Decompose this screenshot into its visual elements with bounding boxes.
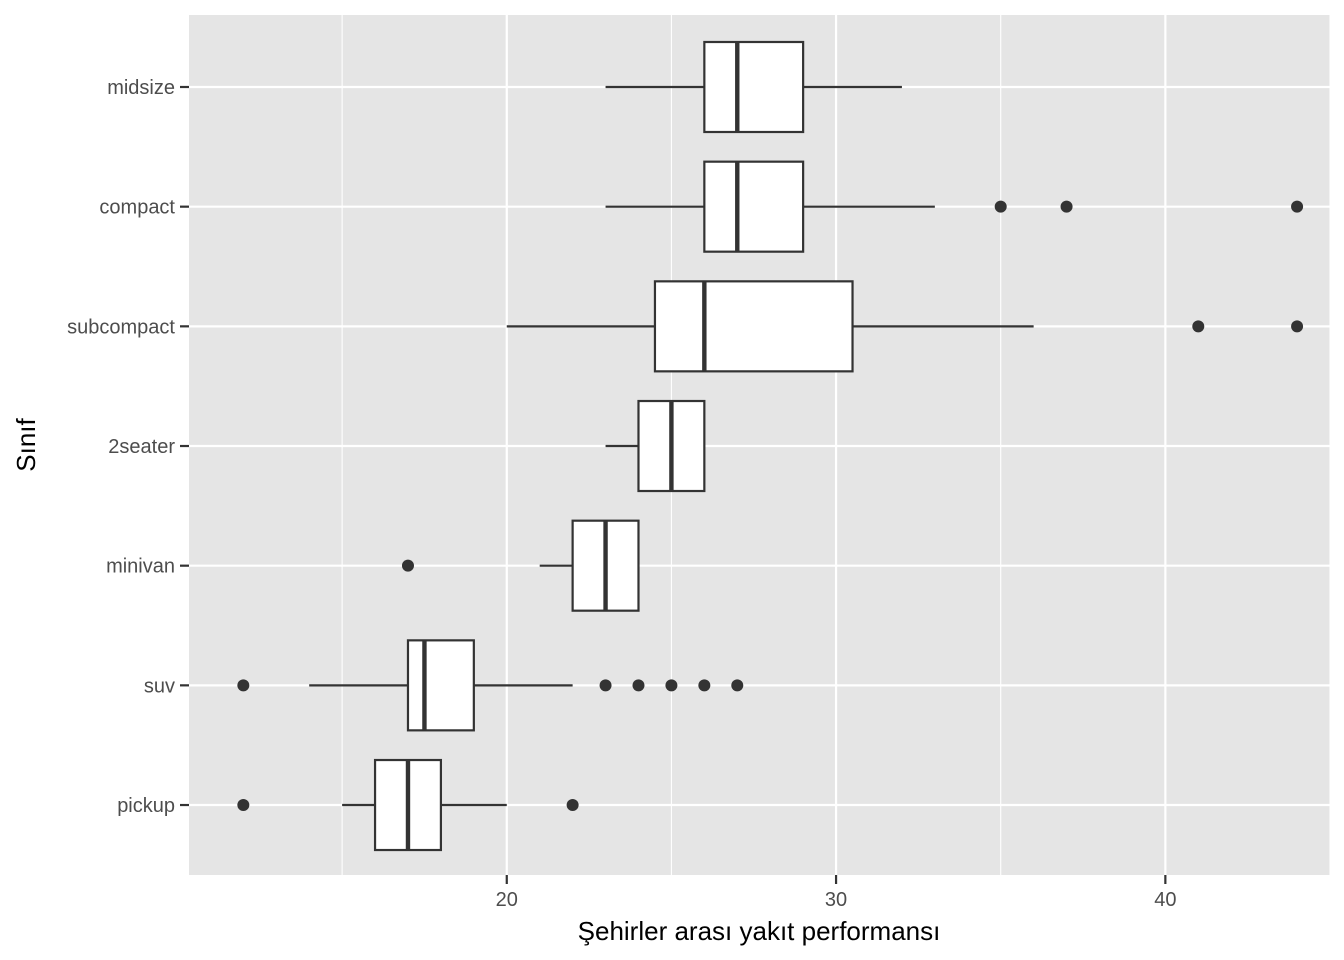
- outlier-point: [1192, 320, 1205, 333]
- outlier-point: [237, 679, 250, 692]
- y-tick-label: pickup: [117, 795, 175, 817]
- box-midsize: [605, 40, 902, 134]
- outlier-point: [1060, 200, 1073, 213]
- outlier-point: [698, 679, 711, 692]
- box-series: [237, 40, 1304, 852]
- box-pickup: [237, 758, 579, 852]
- y-tick-label: 2seater: [108, 436, 175, 458]
- y-tick-label: minivan: [106, 556, 175, 578]
- outlier-point: [401, 559, 414, 572]
- x-axis: 20 30 40: [496, 875, 1176, 911]
- outlier-point: [566, 799, 579, 812]
- outlier-point: [1291, 320, 1304, 333]
- outlier-point: [1291, 200, 1304, 213]
- box-iqr: [653, 280, 854, 373]
- outlier-point: [599, 679, 612, 692]
- box-suv: [237, 639, 744, 732]
- box-iqr: [703, 40, 805, 134]
- y-axis: midsize compact subcompact 2seater minivan su…: [67, 77, 189, 817]
- x-tick-label: 40: [1154, 889, 1176, 911]
- box-minivan: [401, 519, 640, 612]
- y-tick-label: suv: [144, 675, 175, 697]
- y-axis-title: Sınıf: [11, 417, 41, 471]
- box-iqr: [406, 639, 475, 732]
- outlier-point: [237, 799, 250, 812]
- outlier-point: [994, 200, 1007, 213]
- x-tick-label: 30: [825, 889, 847, 911]
- x-tick-label: 20: [496, 889, 518, 911]
- box-2seater: [605, 399, 706, 493]
- box-subcompact: [506, 280, 1304, 373]
- y-tick-label: midsize: [107, 77, 175, 99]
- x-axis-title: Şehirler arası yakıt performansı: [578, 916, 941, 946]
- y-tick-label: subcompact: [67, 316, 175, 338]
- outlier-point: [665, 679, 678, 692]
- outlier-point: [731, 679, 744, 692]
- box-iqr: [703, 160, 805, 253]
- box-compact: [605, 160, 1304, 253]
- outlier-point: [632, 679, 645, 692]
- y-tick-label: compact: [99, 197, 175, 219]
